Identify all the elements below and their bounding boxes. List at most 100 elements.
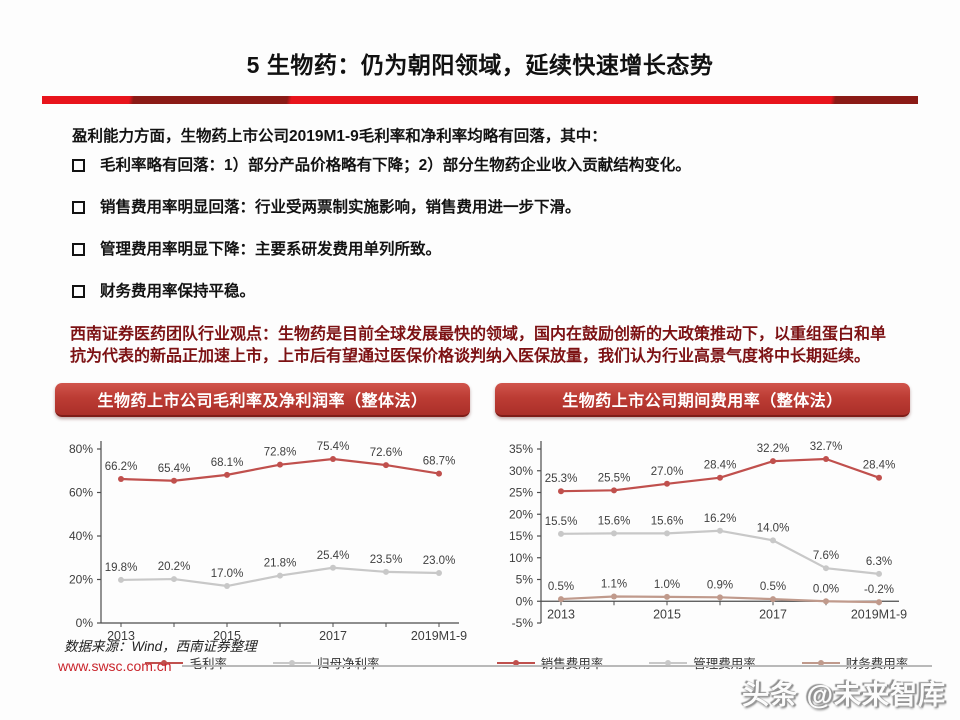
svg-text:2019M1-9: 2019M1-9 bbox=[411, 629, 467, 643]
svg-text:0.5%: 0.5% bbox=[760, 581, 786, 593]
svg-text:15.6%: 15.6% bbox=[651, 516, 684, 528]
opinion-text: 西南证券医药团队行业观点：生物药是目前全球发展最快的领域，国内在鼓励创新的大政策… bbox=[70, 325, 887, 366]
svg-text:0.0%: 0.0% bbox=[813, 583, 839, 595]
svg-text:32.2%: 32.2% bbox=[757, 443, 790, 455]
svg-text:23.0%: 23.0% bbox=[423, 555, 456, 567]
svg-text:5%: 5% bbox=[516, 573, 534, 587]
legend-label: 毛利率 bbox=[189, 653, 227, 672]
svg-text:17.0%: 17.0% bbox=[211, 568, 244, 580]
svg-text:40%: 40% bbox=[69, 529, 93, 543]
svg-text:6.3%: 6.3% bbox=[866, 556, 892, 568]
svg-text:19.8%: 19.8% bbox=[105, 562, 138, 574]
svg-text:14.0%: 14.0% bbox=[757, 522, 790, 534]
bullet-square-icon bbox=[72, 200, 85, 214]
svg-text:2015: 2015 bbox=[213, 629, 241, 643]
legend-item: 归母净利率 bbox=[273, 653, 380, 672]
svg-text:2019M1-9: 2019M1-9 bbox=[851, 607, 907, 621]
svg-text:68.1%: 68.1% bbox=[211, 457, 244, 469]
svg-text:66.2%: 66.2% bbox=[105, 461, 138, 473]
chart-title-banner: 生物药上市公司期间费用率（整体法） bbox=[495, 383, 910, 418]
watermark-text: 头条 @未来智库 bbox=[742, 680, 946, 710]
legend-item: 销售费用率 bbox=[496, 653, 604, 672]
svg-text:20.2%: 20.2% bbox=[158, 561, 191, 573]
expense-chart-legend: 销售费用率 管理费用率 财务费用率 bbox=[495, 653, 910, 672]
bullet-item: 毛利率略有回落：1）部分产品价格略有下降；2）部分生物药企业收入贡献结构变化。 bbox=[72, 156, 890, 177]
svg-text:2017: 2017 bbox=[319, 629, 347, 643]
legend-label: 管理费用率 bbox=[693, 653, 756, 672]
svg-text:25.3%: 25.3% bbox=[545, 473, 578, 485]
svg-text:0.5%: 0.5% bbox=[548, 581, 574, 593]
expense-chart-svg: -5% 0% 5% 10% 15% 20% 25% 30% 35% 2013 2015 2017 201… bbox=[509, 441, 907, 630]
margin-chart: 0% 20% 40% 60% 80% 2013 2015 2017 2019M1-9 66.2% 6… bbox=[55, 423, 470, 651]
bullet-square-icon bbox=[72, 284, 85, 298]
svg-text:1.1%: 1.1% bbox=[601, 579, 627, 591]
body-text-block: 盈利能力方面，生物药上市公司2019M1-9毛利率和净利率均略有回落，其中： 毛… bbox=[70, 124, 890, 369]
svg-text:-0.2%: -0.2% bbox=[864, 584, 894, 596]
svg-text:68.7%: 68.7% bbox=[423, 456, 456, 468]
legend-line-marker-icon bbox=[273, 659, 311, 666]
svg-text:35%: 35% bbox=[509, 442, 533, 456]
chart-card-margin: 生物药上市公司毛利率及净利润率（整体法） 0% 20% 40% 60% 80% 2013 2… bbox=[55, 383, 470, 672]
svg-text:2017: 2017 bbox=[759, 607, 787, 621]
svg-text:75.4%: 75.4% bbox=[317, 441, 350, 453]
svg-text:2013: 2013 bbox=[547, 607, 575, 621]
footer-divider-line bbox=[181, 665, 932, 667]
bullet-text: 管理费用率明显下降：主要系研发费用单列所致。 bbox=[100, 240, 442, 258]
svg-text:-5%: -5% bbox=[512, 616, 534, 630]
title-accent-bar bbox=[42, 96, 918, 104]
legend-item: 管理费用率 bbox=[649, 653, 756, 672]
svg-text:20%: 20% bbox=[509, 507, 533, 521]
svg-text:60%: 60% bbox=[69, 486, 93, 500]
bullet-text: 财务费用率保持平稳。 bbox=[100, 282, 256, 300]
svg-text:25.4%: 25.4% bbox=[317, 550, 350, 562]
bullet-square-icon bbox=[72, 159, 85, 172]
bullet-square-icon bbox=[72, 242, 85, 256]
svg-text:72.8%: 72.8% bbox=[264, 447, 297, 459]
website-row: www.swsc.com.cn bbox=[58, 658, 932, 674]
svg-text:23.5%: 23.5% bbox=[370, 554, 403, 566]
page-title: 5 生物药：仍为朝阳领域，延续快速增长态势 bbox=[246, 52, 714, 78]
svg-text:2013: 2013 bbox=[107, 629, 135, 643]
bullet-text: 销售费用率明显回落：行业受两票制实施影响，销售费用进一步下滑。 bbox=[100, 198, 581, 216]
svg-text:1.0%: 1.0% bbox=[654, 579, 680, 591]
margin-chart-svg: 0% 20% 40% 60% 80% 2013 2015 2017 2019M1-9 66.2% 6… bbox=[69, 441, 467, 643]
svg-text:32.7%: 32.7% bbox=[810, 441, 843, 453]
svg-text:20%: 20% bbox=[69, 573, 93, 587]
bullet-text: 毛利率略有回落：1）部分产品价格略有下降；2）部分生物药企业收入贡献结构变化。 bbox=[100, 157, 691, 174]
svg-text:16.2%: 16.2% bbox=[704, 513, 737, 525]
svg-text:28.4%: 28.4% bbox=[863, 460, 896, 472]
footer: 数据来源：Wind，西南证券整理 www.swsc.com.cn 头条 @未来智… bbox=[0, 635, 960, 720]
svg-text:80%: 80% bbox=[69, 442, 93, 456]
legend-item: 财务费用率 bbox=[801, 653, 909, 672]
legend-label: 财务费用率 bbox=[846, 653, 909, 672]
svg-text:0%: 0% bbox=[76, 616, 94, 630]
legend-label: 归母净利率 bbox=[317, 653, 380, 672]
svg-text:21.8%: 21.8% bbox=[264, 558, 297, 570]
legend-line-marker-icon bbox=[649, 659, 688, 666]
svg-text:27.0%: 27.0% bbox=[651, 466, 684, 478]
bullet-item: 财务费用率保持平稳。 bbox=[72, 282, 890, 303]
expense-chart: -5% 0% 5% 10% 15% 20% 25% 30% 35% 2013 2015 2017 201… bbox=[495, 423, 910, 651]
svg-text:0.9%: 0.9% bbox=[707, 579, 733, 591]
svg-text:15.5%: 15.5% bbox=[545, 516, 578, 528]
legend-label: 销售费用率 bbox=[541, 653, 604, 672]
legend-line-marker-icon bbox=[145, 659, 184, 666]
svg-text:7.6%: 7.6% bbox=[813, 550, 839, 562]
legend-line-marker-icon bbox=[496, 659, 535, 666]
svg-text:28.4%: 28.4% bbox=[704, 460, 737, 472]
legend-line-marker-icon bbox=[801, 659, 840, 666]
svg-text:2015: 2015 bbox=[653, 607, 681, 621]
svg-text:65.4%: 65.4% bbox=[158, 463, 191, 475]
data-source-note: 数据来源：Wind，西南证券整理 bbox=[64, 639, 257, 654]
margin-chart-legend: 毛利率 归母净利率 bbox=[55, 653, 470, 672]
svg-text:30%: 30% bbox=[509, 464, 533, 478]
svg-text:25.5%: 25.5% bbox=[598, 472, 631, 484]
website-link[interactable]: www.swsc.com.cn bbox=[58, 658, 172, 674]
svg-text:72.6%: 72.6% bbox=[370, 447, 403, 459]
intro-text: 盈利能力方面，生物药上市公司2019M1-9毛利率和净利率均略有回落，其中： bbox=[72, 128, 607, 145]
bullet-item: 销售费用率明显回落：行业受两票制实施影响，销售费用进一步下滑。 bbox=[72, 198, 890, 219]
chart-card-expense: 生物药上市公司期间费用率（整体法） -5% 0% 5% 10% 15% 20% 25% 30%… bbox=[495, 383, 910, 672]
legend-item: 毛利率 bbox=[145, 653, 227, 672]
charts-row: 生物药上市公司毛利率及净利润率（整体法） 0% 20% 40% 60% 80% 2013 2… bbox=[55, 383, 910, 672]
